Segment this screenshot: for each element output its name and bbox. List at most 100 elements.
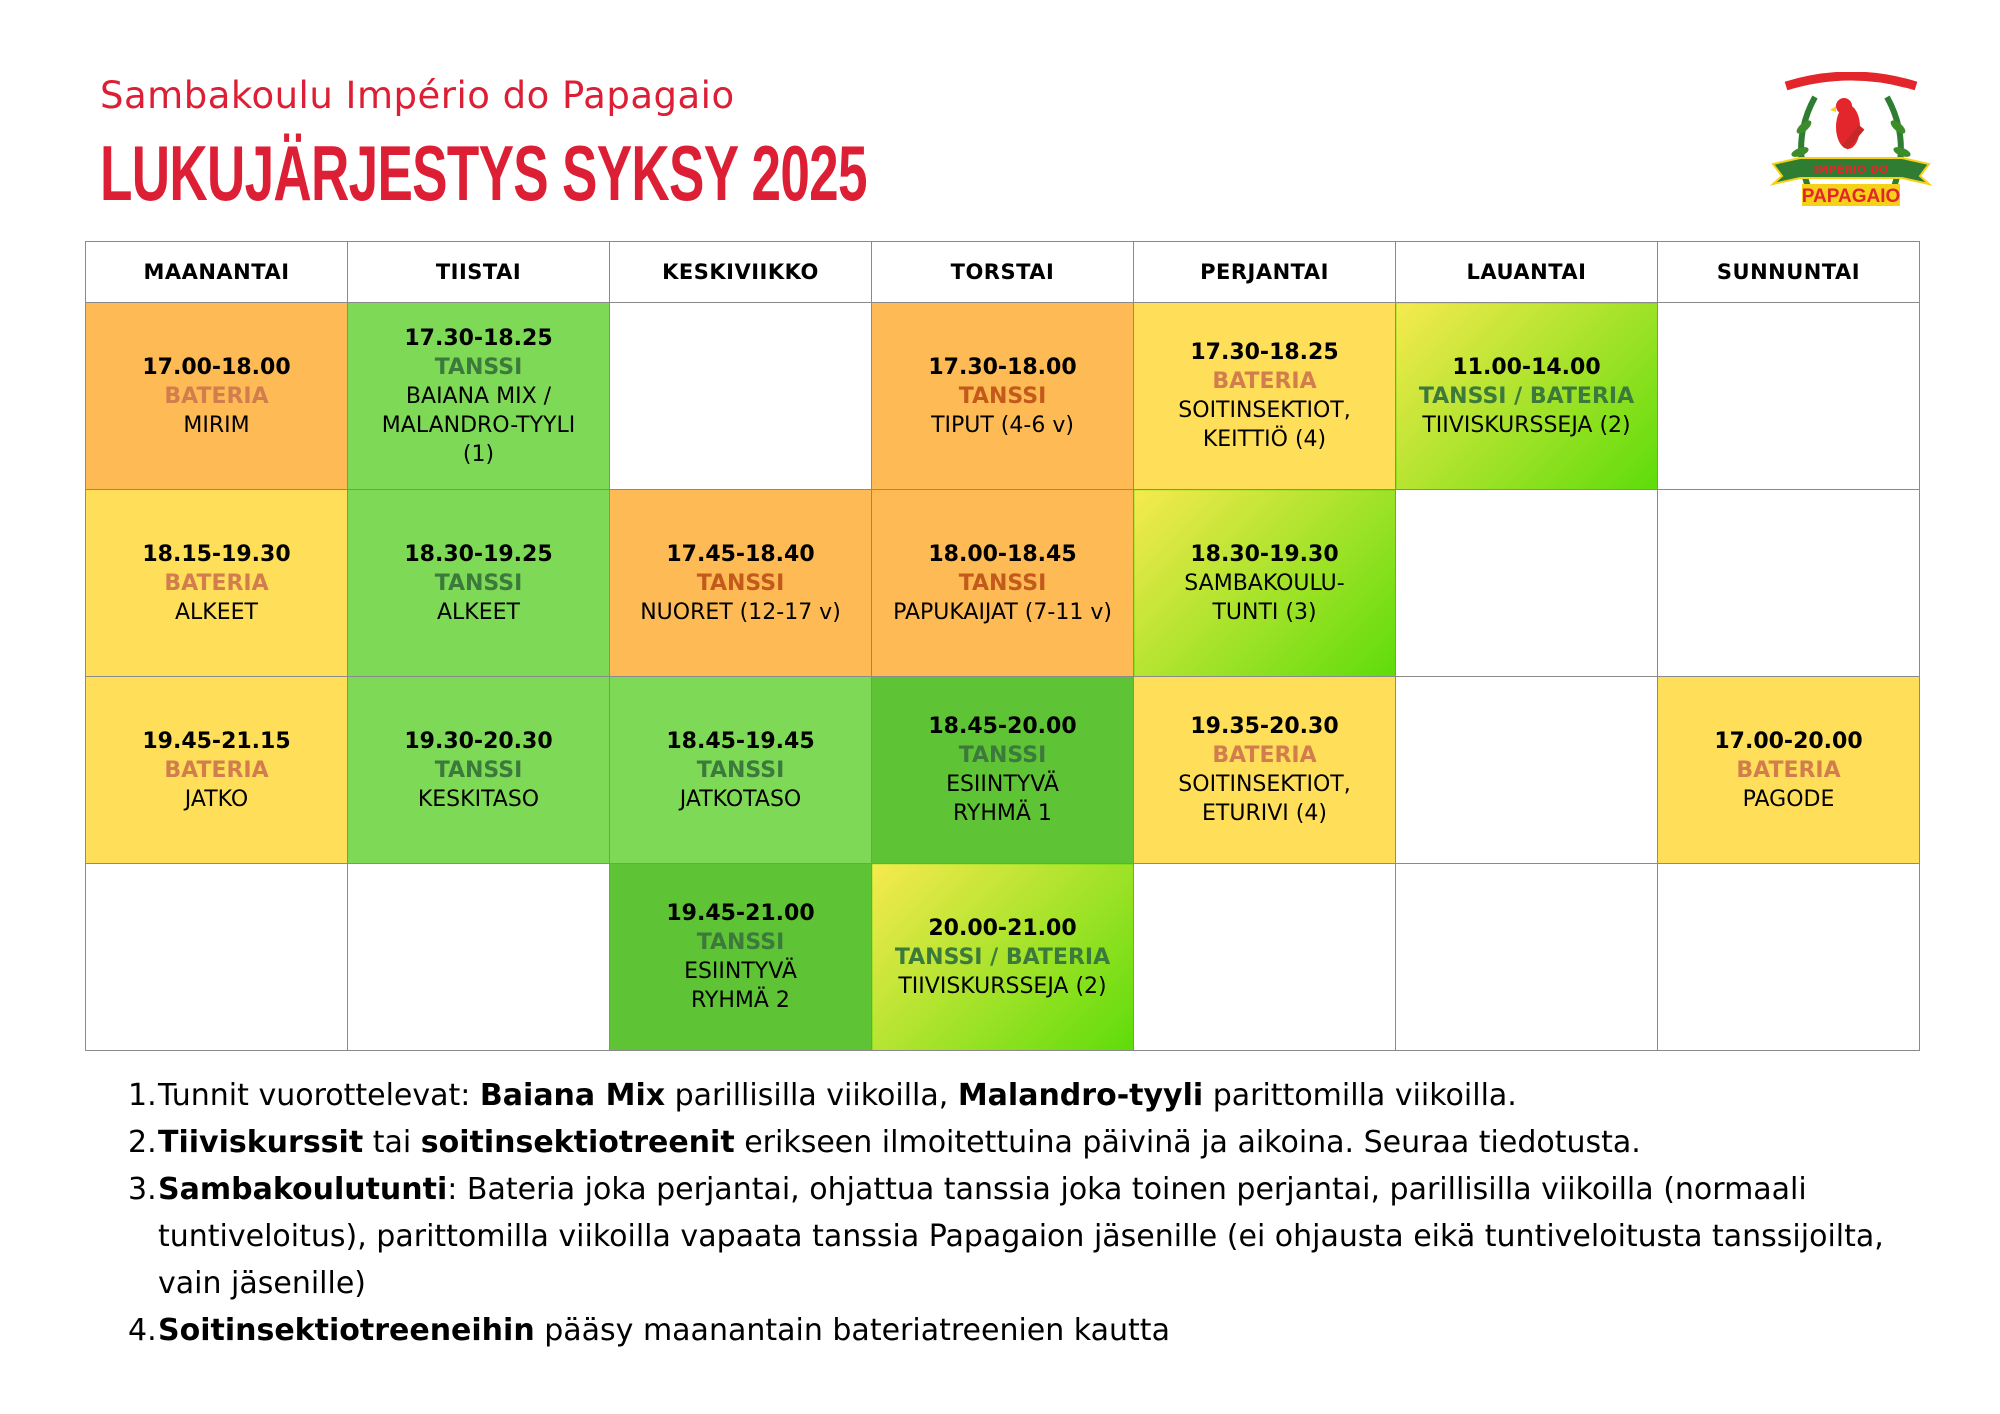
svg-text:IMPÉRIO DO: IMPÉRIO DO <box>1814 163 1889 176</box>
empty-slot <box>1395 863 1658 1051</box>
footnote-text: Tunnit vuorottelevat: <box>158 1078 480 1113</box>
class-category: TANSSI <box>696 757 785 783</box>
class-group: RYHMÄ 2 <box>691 988 790 1013</box>
class-category: TANSSI / BATERIA <box>894 944 1111 970</box>
class-group: TIIVISKURSSEJA (2) <box>898 973 1107 999</box>
empty-slot <box>609 302 872 490</box>
day-header-lauantai: LAUANTAI <box>1395 241 1658 303</box>
footnote-emphasis: Sambakoulutunti <box>158 1172 448 1207</box>
class-time: 19.30-20.30 <box>404 728 553 754</box>
class-category: BATERIA <box>1212 369 1317 394</box>
footnote-number: 3. <box>128 1172 157 1207</box>
class-group: NUORET (12-17 v) <box>640 599 841 625</box>
class-group: PAPUKAIJAT (7-11 v) <box>893 599 1112 625</box>
class-time: 18.00-18.45 <box>928 541 1077 567</box>
class-group: ALKEET <box>437 599 520 625</box>
class-time: 18.30-19.30 <box>1190 541 1339 567</box>
class-time: 18.45-19.45 <box>666 728 815 754</box>
class-time: 17.00-20.00 <box>1714 728 1863 754</box>
svg-text:PAPAGAIO: PAPAGAIO <box>1802 186 1901 207</box>
class-category: TANSSI <box>434 354 523 380</box>
class-group: ALKEET <box>175 599 258 625</box>
class-group: BAIANA MIX / <box>405 383 552 409</box>
class-group: MALANDRO-TYYLI <box>381 412 576 438</box>
class-group: TIIVISKURSSEJA (2) <box>1422 412 1631 438</box>
class-time: 17.30-18.25 <box>404 325 553 351</box>
footnote-emphasis: soitinsektiotreenit <box>420 1125 735 1160</box>
class-slot: 19.35-20.30 BATERIA SOITINSEKTIOT, ETURIVI … <box>1133 676 1396 864</box>
day-header-maanantai: MAANANTAI <box>85 241 348 303</box>
class-group: SAMBAKOULU- <box>1184 570 1345 596</box>
footnote-emphasis: Tiiviskurssit <box>158 1125 364 1160</box>
class-time: 17.30-18.25 <box>1190 340 1339 365</box>
class-slot: 11.00-14.00 TANSSI / BATERIA TIIVISKURSSEJ… <box>1395 302 1658 490</box>
empty-slot <box>1395 676 1658 864</box>
class-slot: 20.00-21.00 TANSSI / BATERIA TIIVISKURSSEJ… <box>871 863 1134 1051</box>
class-group: PAGODE <box>1742 786 1835 812</box>
footnote: 3. Sambakoulutunti: Bateria joka perjanta… <box>128 1166 1948 1307</box>
class-time: 18.15-19.30 <box>142 541 291 567</box>
class-group: TIPUT (4-6 v) <box>931 412 1074 438</box>
class-group: JATKO <box>184 786 249 812</box>
schedule-row: 19.45-21.00 TANSSI ESIINTYVÄ RYHMÄ 2 20.00-2… <box>85 863 1920 1051</box>
empty-slot <box>1657 863 1920 1051</box>
class-group: SOITINSEKTIOT, <box>1178 772 1351 797</box>
class-group: ESIINTYVÄ <box>684 959 797 984</box>
class-group: SOITINSEKTIOT, <box>1178 398 1351 423</box>
class-slot: 17.30-18.00 TANSSI TIPUT (4-6 v) <box>871 302 1134 490</box>
class-category: TANSSI <box>958 383 1047 409</box>
day-header-torstai: TORSTAI <box>871 241 1134 303</box>
footnote-text: parillisilla viikoilla, <box>665 1078 958 1113</box>
class-slot: 18.45-19.45 TANSSI JATKOTASO <box>609 676 872 864</box>
footnote: 1. Tunnit vuorottelevat: Baiana Mix paril… <box>128 1072 1948 1119</box>
class-slot: 19.45-21.00 TANSSI ESIINTYVÄ RYHMÄ 2 <box>609 863 872 1051</box>
class-category: BATERIA <box>164 570 269 596</box>
class-slot: 19.30-20.30 TANSSI KESKITASO <box>347 676 610 864</box>
class-time: 20.00-21.00 <box>928 915 1077 941</box>
footnote-number: 1. <box>128 1078 157 1113</box>
class-time: 17.00-18.00 <box>142 354 291 380</box>
footnote-emphasis: Malandro-tyyli <box>957 1078 1204 1113</box>
class-group: KESKITASO <box>417 786 540 812</box>
schedule-row: 17.00-18.00 BATERIA MIRIM 17.30-18.25 TANSSI… <box>85 302 1920 490</box>
class-slot: 19.45-21.15 BATERIA JATKO <box>85 676 348 864</box>
footnote-number: 4. <box>128 1313 157 1348</box>
class-time: 17.45-18.40 <box>666 541 815 567</box>
class-time: 19.45-21.00 <box>666 901 815 926</box>
schedule-row: 19.45-21.15 BATERIA JATKO 19.30-20.30 TANSSI… <box>85 676 1920 864</box>
class-category: BATERIA <box>164 383 269 409</box>
class-category: TANSSI <box>696 570 785 596</box>
class-group: RYHMÄ 1 <box>953 801 1052 826</box>
day-header-keskiviikko: KESKIVIIKKO <box>609 241 872 303</box>
footnotes: 1. Tunnit vuorottelevat: Baiana Mix paril… <box>128 1072 1948 1354</box>
class-slot: 17.00-18.00 BATERIA MIRIM <box>85 302 348 490</box>
class-group: TUNTI (3) <box>1212 599 1317 625</box>
class-time: 17.30-18.00 <box>928 354 1077 380</box>
class-slot: 17.30-18.25 BATERIA SOITINSEKTIOT, KEITTIÖ … <box>1133 302 1396 490</box>
class-group: (1) <box>462 441 495 467</box>
class-category: TANSSI <box>958 570 1047 596</box>
day-header-sunnuntai: SUNNUNTAI <box>1657 241 1920 303</box>
class-group: ESIINTYVÄ <box>946 772 1059 797</box>
class-slot: 17.00-20.00 BATERIA PAGODE <box>1657 676 1920 864</box>
class-category: TANSSI <box>434 757 523 783</box>
class-time: 11.00-14.00 <box>1452 354 1601 380</box>
empty-slot <box>1133 863 1396 1051</box>
day-header-row: MAANANTAI TIISTAI KESKIVIIKKO TORSTAI PERJAN… <box>85 241 1920 303</box>
class-time: 19.45-21.15 <box>142 728 291 754</box>
class-slot: 18.00-18.45 TANSSI PAPUKAIJAT (7-11 v) <box>871 489 1134 677</box>
class-category: BATERIA <box>1736 757 1841 783</box>
class-slot: 17.30-18.25 TANSSI BAIANA MIX / MALANDRO-TY… <box>347 302 610 490</box>
class-category: TANSSI <box>958 743 1047 768</box>
class-slot: 17.45-18.40 TANSSI NUORET (12-17 v) <box>609 489 872 677</box>
schedule-table: MAANANTAI TIISTAI KESKIVIIKKO TORSTAI PERJAN… <box>85 241 1920 1051</box>
page-title: LUKUJÄRJESTYS SYKSY 2025 <box>100 129 868 217</box>
class-category: TANSSI / BATERIA <box>1418 383 1635 409</box>
empty-slot <box>1657 489 1920 677</box>
empty-slot <box>1395 489 1658 677</box>
class-slot: 18.45-20.00 TANSSI ESIINTYVÄ RYHMÄ 1 <box>871 676 1134 864</box>
class-category: TANSSI <box>434 570 523 596</box>
class-category: BATERIA <box>1212 743 1317 768</box>
class-slot: 18.30-19.30 SAMBAKOULU- TUNTI (3) <box>1133 489 1396 677</box>
footnote-emphasis: Soitinsektiotreeneihin <box>158 1313 535 1348</box>
